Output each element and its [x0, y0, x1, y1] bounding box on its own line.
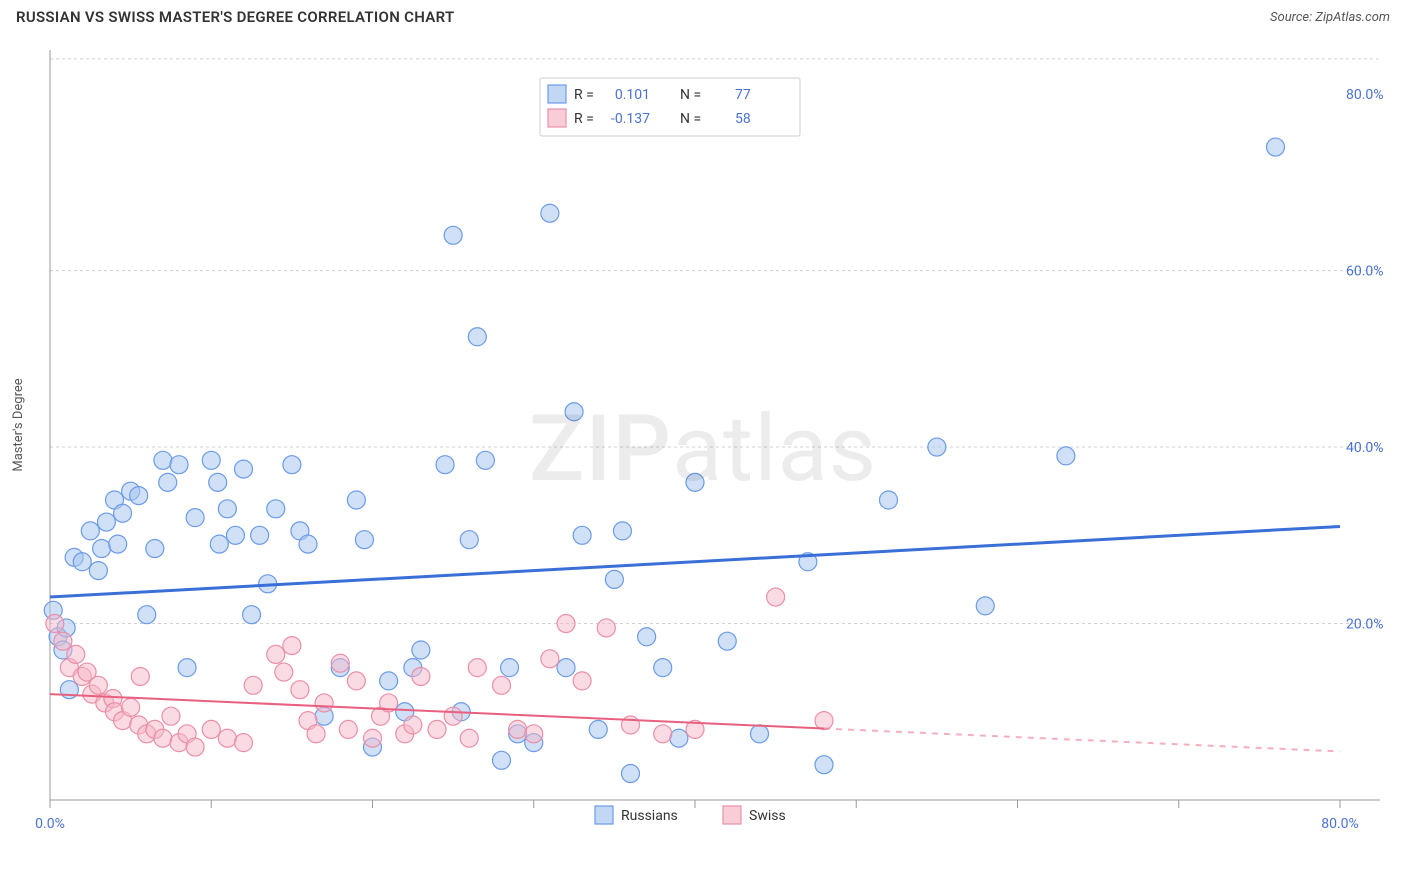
- svg-text:Swiss: Swiss: [749, 808, 786, 824]
- scatter-chart: 0.0% 80.0% 20.0% 40.0% 60.0% 80.0% Master's De…: [0, 30, 1406, 880]
- svg-text:N =: N =: [680, 87, 701, 103]
- svg-text:80.0%: 80.0%: [1346, 87, 1384, 103]
- svg-text:R =: R =: [574, 87, 594, 103]
- svg-text:80.0%: 80.0%: [1321, 816, 1359, 832]
- svg-text:40.0%: 40.0%: [1346, 440, 1384, 456]
- chart-title: RUSSIAN VS SWISS MASTER'S DEGREE CORRELA…: [16, 8, 454, 26]
- chart-container: ZIPatlas 0.0%80.0%20.0%40.0%60.0%80.0%Ma…: [0, 30, 1406, 880]
- svg-text:0.101: 0.101: [615, 87, 650, 103]
- source-label: Source: ZipAtlas.com: [1270, 10, 1390, 25]
- svg-text:58: 58: [735, 111, 751, 127]
- svg-text:0.0%: 0.0%: [35, 816, 65, 832]
- svg-text:N =: N =: [680, 111, 701, 127]
- svg-text:Russians: Russians: [621, 808, 678, 824]
- svg-text:77: 77: [735, 87, 751, 103]
- svg-text:-0.137: -0.137: [611, 111, 650, 127]
- svg-text:R =: R =: [574, 111, 594, 127]
- svg-text:Master's Degree: Master's Degree: [11, 378, 26, 471]
- svg-text:20.0%: 20.0%: [1346, 617, 1384, 633]
- svg-text:60.0%: 60.0%: [1346, 264, 1384, 280]
